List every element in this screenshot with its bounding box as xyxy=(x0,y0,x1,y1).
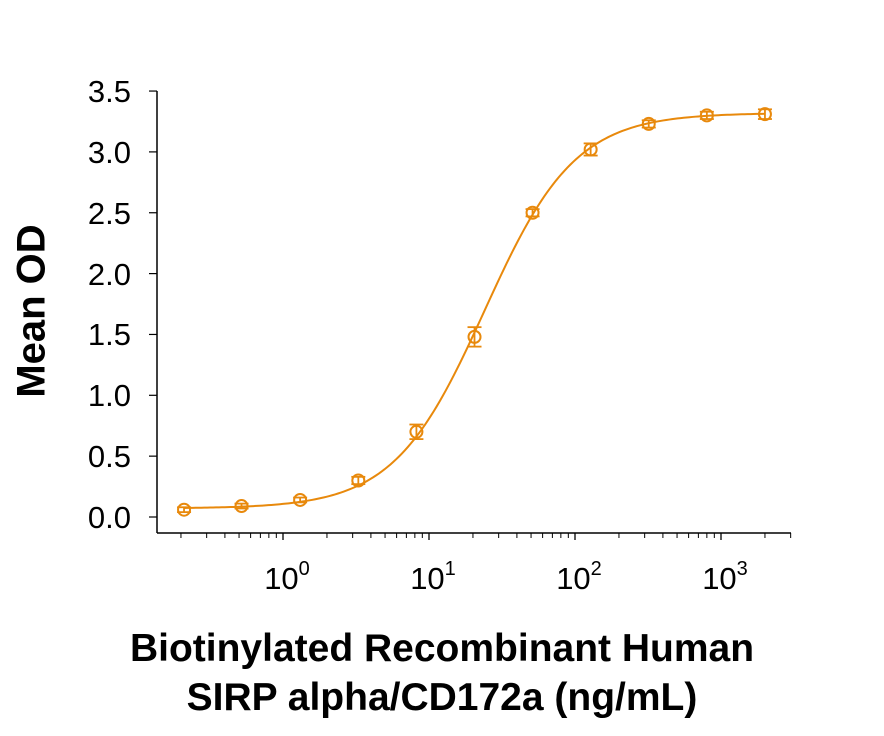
y-axis-label: Mean OD xyxy=(9,224,54,398)
y-tick-label: 3.5 xyxy=(87,74,131,110)
data-point-marker xyxy=(467,329,482,344)
x-tick-base: 10 xyxy=(556,561,591,596)
x-tick-label: 102 xyxy=(556,559,602,596)
data-point-marker xyxy=(351,473,366,488)
data-point-marker xyxy=(525,205,540,220)
x-tick-exponent: 1 xyxy=(444,558,456,580)
y-tick-label: 0.0 xyxy=(87,500,131,535)
y-tick-label: 0.5 xyxy=(87,439,131,475)
x-tick-exponent: 2 xyxy=(590,558,602,580)
x-tick-exponent: 3 xyxy=(736,558,748,580)
data-point-marker xyxy=(699,108,714,123)
y-tick-label: 3.0 xyxy=(87,134,131,170)
x-tick-label: 101 xyxy=(410,559,456,596)
data-point-marker xyxy=(177,502,192,517)
x-tick-exponent: 0 xyxy=(298,558,310,580)
data-point-marker xyxy=(409,424,424,439)
x-axis-label-line-2: SIRP alpha/CD172a (ng/mL) xyxy=(186,676,698,719)
x-tick-base: 10 xyxy=(410,561,445,596)
y-tick-label: 2.0 xyxy=(87,256,131,292)
data-point-marker xyxy=(757,107,772,122)
y-tick-label: 1.0 xyxy=(87,378,131,414)
data-point-marker xyxy=(641,116,656,131)
x-tick-base: 10 xyxy=(264,561,299,596)
fit-curve xyxy=(184,112,765,509)
x-tick-base: 10 xyxy=(702,561,737,596)
data-point-marker xyxy=(583,142,598,157)
x-tick-label: 100 xyxy=(264,559,310,596)
data-point-marker xyxy=(234,499,249,514)
y-tick-label: 2.5 xyxy=(87,195,131,231)
x-tick-label: 103 xyxy=(702,559,748,596)
x-axis-label-line-1: Biotinylated Recombinant Human xyxy=(129,627,755,670)
y-tick-label: 1.5 xyxy=(87,317,131,353)
data-point-marker xyxy=(293,492,308,507)
